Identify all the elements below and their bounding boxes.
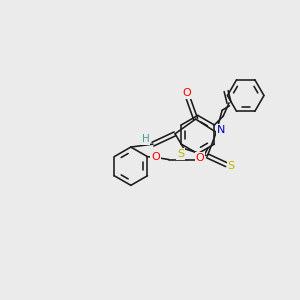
Text: S: S <box>227 161 235 171</box>
Text: O: O <box>196 153 205 163</box>
Text: N: N <box>218 125 226 135</box>
Text: S: S <box>177 149 184 159</box>
Text: H: H <box>142 134 149 144</box>
Text: O: O <box>151 152 160 162</box>
Text: O: O <box>182 88 191 98</box>
